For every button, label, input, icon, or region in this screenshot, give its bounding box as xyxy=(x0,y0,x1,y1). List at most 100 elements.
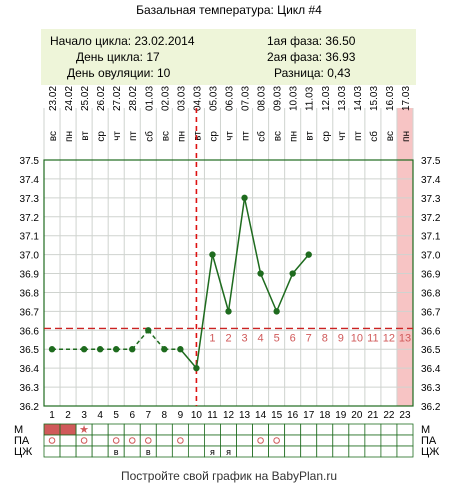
date-label: 27.02 xyxy=(112,86,123,111)
data-point xyxy=(177,346,184,353)
y-tick-label-left: 37.0 xyxy=(20,251,40,262)
cycle-day-label: 14 xyxy=(255,410,267,421)
weekday-label: пн xyxy=(401,131,412,142)
weekday-label: сб xyxy=(368,131,380,142)
y-tick-label-left: 36.3 xyxy=(20,383,40,394)
row-cell xyxy=(396,434,414,447)
date-label: 04.03 xyxy=(192,86,203,111)
row-cell xyxy=(139,434,157,447)
data-point xyxy=(80,346,88,353)
row-label-right: ПА xyxy=(421,435,437,447)
y-tick-label-left: 36.9 xyxy=(20,270,40,281)
data-point xyxy=(129,346,136,353)
pa-mark xyxy=(144,437,152,444)
weekday-label: вт xyxy=(192,131,203,141)
date-label: 07.03 xyxy=(241,86,252,111)
row-cell xyxy=(204,434,221,447)
data-point xyxy=(193,364,200,372)
date-label: 13.03 xyxy=(337,86,348,111)
cycle-day-label: 22 xyxy=(383,410,395,421)
row-cell xyxy=(316,434,334,447)
date-label: 23.02 xyxy=(48,86,59,111)
data-point xyxy=(273,308,280,315)
cycle-day-label: 10 xyxy=(191,410,203,421)
footer-link[interactable]: Постройте свой график на BabyPlan.ru xyxy=(120,469,338,483)
y-tick-label-right: 37.3 xyxy=(421,194,441,205)
weekday-label: пт xyxy=(128,131,139,141)
cycle-day-label: 16 xyxy=(287,410,299,421)
cycle-day-label: 4 xyxy=(97,410,103,421)
pa-mark xyxy=(273,437,280,444)
data-point xyxy=(289,270,296,277)
cycle-day-label: 20 xyxy=(351,410,363,421)
series-segment xyxy=(292,254,310,275)
cj-mark: в xyxy=(146,447,151,457)
row-cell xyxy=(380,423,398,436)
y-tick-label-left: 36.2 xyxy=(20,402,40,413)
weekday-label: чт xyxy=(225,131,236,141)
y-tick-label-right: 37.4 xyxy=(421,175,441,186)
row-cell xyxy=(171,445,189,458)
y-tick-label-right: 36.5 xyxy=(421,345,441,356)
cycle-day-label: 3 xyxy=(81,410,87,421)
data-point xyxy=(241,194,248,202)
y-tick-label-left: 36.7 xyxy=(20,307,40,318)
row-label-left: ЦЖ xyxy=(14,446,32,458)
post-ovulation-label: 5 xyxy=(274,332,280,344)
row-cell xyxy=(316,445,334,458)
date-label: 15.03 xyxy=(369,86,380,111)
date-label: 25.02 xyxy=(80,86,91,111)
weekday-label: вт xyxy=(80,131,91,141)
row-cell xyxy=(220,423,237,436)
row-cell xyxy=(284,434,302,447)
row-cell xyxy=(155,445,173,458)
post-ovulation-label: 3 xyxy=(241,332,247,344)
row-cell xyxy=(139,423,157,436)
cycle-start: Начало цикла: 23.02.2014 xyxy=(50,34,195,48)
phase-difference: Разница: 0,43 xyxy=(274,66,351,80)
row-cell xyxy=(332,434,350,447)
date-label: 24.02 xyxy=(64,86,75,111)
star-mark: ★ xyxy=(79,424,89,436)
post-ovulation-label: 7 xyxy=(306,332,312,344)
cycle-day-label: 2 xyxy=(65,410,71,421)
pa-mark xyxy=(80,437,88,444)
date-label: 05.03 xyxy=(208,86,219,111)
row-cell xyxy=(316,423,334,436)
data-point xyxy=(161,346,168,353)
row-cell xyxy=(91,423,109,436)
row-cell xyxy=(59,445,77,458)
cycle-day-label: 12 xyxy=(223,410,235,421)
weekday-label: чт xyxy=(112,131,123,141)
cycle-day-label: 9 xyxy=(178,410,184,421)
pa-mark xyxy=(257,437,264,444)
weekday-label: вт xyxy=(305,131,316,141)
row-cell xyxy=(236,445,253,458)
data-point xyxy=(48,346,56,353)
row-cell xyxy=(284,445,302,458)
ovulation-day: День овуляции: 10 xyxy=(67,66,171,80)
weekday-label: вс xyxy=(273,131,284,141)
weekday-label: ср xyxy=(208,131,219,142)
row-cell xyxy=(348,434,366,447)
row-cell xyxy=(380,445,398,458)
date-label: 06.03 xyxy=(225,86,236,111)
row-cell xyxy=(75,445,93,458)
cj-mark: я xyxy=(226,447,231,457)
cycle-day-label: 8 xyxy=(162,410,168,421)
cycle-day-label: 15 xyxy=(271,410,283,421)
plot-frame xyxy=(43,159,414,407)
y-tick-label-left: 37.2 xyxy=(20,213,40,224)
date-label: 14.03 xyxy=(353,86,364,111)
pa-mark xyxy=(128,437,136,444)
row-cell xyxy=(300,445,318,458)
series-segment xyxy=(211,254,230,312)
date-label: 17.03 xyxy=(401,86,412,111)
data-point xyxy=(145,327,152,334)
date-label: 09.03 xyxy=(273,86,284,111)
row-cell xyxy=(59,434,77,447)
weekday-label: чт xyxy=(337,131,348,141)
pa-mark xyxy=(177,437,184,444)
y-tick-label-right: 36.3 xyxy=(421,383,441,394)
cycle-day-label: 1 xyxy=(49,410,55,421)
